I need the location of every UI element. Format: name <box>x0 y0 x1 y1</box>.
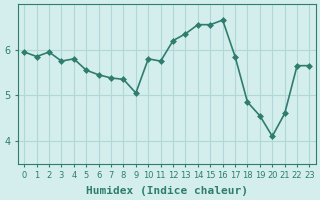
X-axis label: Humidex (Indice chaleur): Humidex (Indice chaleur) <box>86 186 248 196</box>
